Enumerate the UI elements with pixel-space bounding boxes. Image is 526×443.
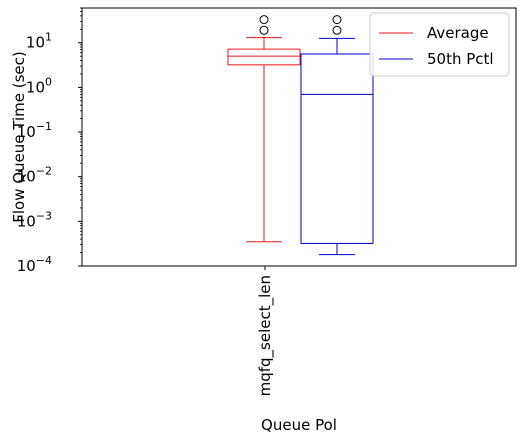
y-tick-exponent: 1: [45, 31, 52, 44]
legend-label: Average: [427, 24, 489, 42]
y-tick-exponent: −2: [36, 165, 52, 178]
x-tick-label: mqfq_select_len: [256, 275, 275, 396]
y-tick-base: 10: [17, 123, 36, 141]
y-tick-base: 10: [17, 257, 36, 275]
y-tick-base: 10: [17, 212, 36, 230]
y-tick-label: 10−2: [17, 165, 52, 186]
y-tick-base: 10: [26, 34, 45, 52]
y-tick-exponent: −3: [36, 209, 52, 222]
box-series: [227, 15, 301, 243]
y-tick-label: 10−3: [17, 209, 52, 230]
box-iqr: [227, 48, 301, 66]
box-flier: [259, 15, 269, 25]
box-flier: [259, 25, 269, 35]
box-group: [227, 15, 374, 256]
box-iqr: [300, 53, 374, 244]
legend-frame: [369, 12, 510, 77]
y-tick-label: 101: [26, 31, 52, 52]
y-tick-exponent: −1: [36, 120, 52, 133]
box-series: [300, 15, 374, 256]
y-tick-exponent: −4: [36, 254, 52, 267]
y-axis-label: Flow Queue Time (sec): [10, 51, 28, 223]
y-tick-label: 10−4: [17, 254, 52, 275]
y-tick-base: 10: [26, 78, 45, 96]
box-flier: [332, 15, 342, 25]
y-tick-base: 10: [17, 168, 36, 186]
legend: Average 50th Pctl: [369, 12, 510, 77]
y-tick-label: 100: [26, 75, 52, 96]
legend-label: 50th Pctl: [427, 50, 494, 68]
x-axis: mqfq_select_len: [256, 266, 275, 396]
y-tick-label: 10−1: [17, 120, 52, 141]
box-flier: [332, 25, 342, 35]
y-tick-exponent: 0: [45, 75, 52, 88]
x-axis-label: Queue Pol: [261, 416, 337, 434]
